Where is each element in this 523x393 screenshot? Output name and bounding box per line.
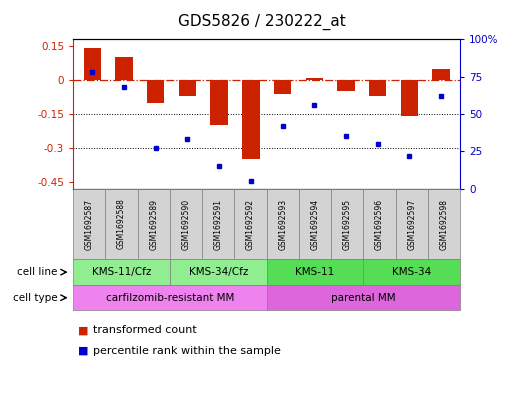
Text: KMS-34/Cfz: KMS-34/Cfz xyxy=(189,267,248,277)
Text: percentile rank within the sample: percentile rank within the sample xyxy=(93,346,281,356)
Text: GDS5826 / 230222_at: GDS5826 / 230222_at xyxy=(178,14,345,30)
Text: GSM1692598: GSM1692598 xyxy=(440,198,449,250)
Bar xyxy=(369,80,386,96)
Text: ■: ■ xyxy=(78,346,89,356)
Text: GSM1692590: GSM1692590 xyxy=(181,198,190,250)
Text: GSM1692597: GSM1692597 xyxy=(407,198,416,250)
Text: GSM1692596: GSM1692596 xyxy=(375,198,384,250)
Text: GSM1692589: GSM1692589 xyxy=(150,198,158,250)
Text: cell type: cell type xyxy=(13,293,58,303)
Bar xyxy=(433,69,450,80)
Text: GSM1692594: GSM1692594 xyxy=(311,198,320,250)
Bar xyxy=(179,80,196,96)
Bar xyxy=(115,57,133,80)
Text: KMS-34: KMS-34 xyxy=(392,267,431,277)
Text: carfilzomib-resistant MM: carfilzomib-resistant MM xyxy=(106,293,234,303)
Text: cell line: cell line xyxy=(17,267,58,277)
Text: transformed count: transformed count xyxy=(93,325,197,335)
Text: KMS-11: KMS-11 xyxy=(295,267,335,277)
Text: GSM1692591: GSM1692591 xyxy=(214,198,223,250)
Bar xyxy=(305,78,323,80)
Bar xyxy=(147,80,164,103)
Text: GSM1692588: GSM1692588 xyxy=(117,198,126,250)
Bar xyxy=(401,80,418,116)
Text: GSM1692593: GSM1692593 xyxy=(278,198,287,250)
Text: GSM1692592: GSM1692592 xyxy=(246,198,255,250)
Bar xyxy=(84,48,101,80)
Text: GSM1692587: GSM1692587 xyxy=(85,198,94,250)
Text: parental MM: parental MM xyxy=(331,293,396,303)
Bar xyxy=(337,80,355,91)
Text: ■: ■ xyxy=(78,325,89,335)
Bar xyxy=(210,80,228,125)
Text: GSM1692595: GSM1692595 xyxy=(343,198,352,250)
Text: KMS-11/Cfz: KMS-11/Cfz xyxy=(92,267,151,277)
Bar xyxy=(274,80,291,94)
Bar xyxy=(242,80,259,159)
